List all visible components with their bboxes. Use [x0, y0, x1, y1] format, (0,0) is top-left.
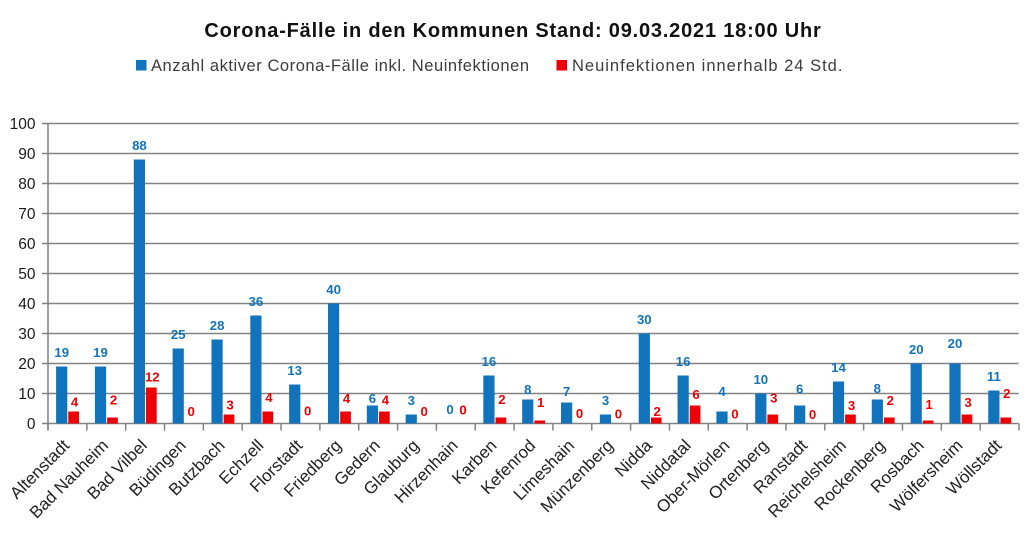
- svg-text:Corona-Fälle in den Kommunen S: Corona-Fälle in den Kommunen Stand: 09.0…: [204, 20, 821, 42]
- svg-text:19: 19: [93, 345, 108, 360]
- svg-text:70: 70: [18, 206, 36, 223]
- svg-text:0: 0: [809, 407, 816, 422]
- svg-text:13: 13: [287, 363, 302, 378]
- svg-text:8: 8: [524, 382, 531, 397]
- svg-text:30: 30: [18, 326, 36, 343]
- svg-text:60: 60: [18, 236, 36, 253]
- svg-text:4: 4: [265, 390, 273, 405]
- svg-text:28: 28: [210, 318, 225, 333]
- svg-text:0: 0: [304, 404, 311, 419]
- svg-text:10: 10: [18, 386, 36, 403]
- svg-text:1: 1: [537, 395, 544, 410]
- svg-text:20: 20: [18, 356, 36, 373]
- svg-text:0: 0: [446, 402, 453, 417]
- svg-text:20: 20: [909, 342, 924, 357]
- svg-text:12: 12: [145, 370, 160, 385]
- svg-text:88: 88: [132, 138, 147, 153]
- svg-text:16: 16: [676, 354, 691, 369]
- svg-text:50: 50: [18, 266, 36, 283]
- svg-text:2: 2: [887, 393, 894, 408]
- svg-text:4: 4: [382, 393, 390, 408]
- svg-text:6: 6: [796, 381, 803, 396]
- svg-text:3: 3: [848, 398, 855, 413]
- svg-text:40: 40: [326, 282, 341, 297]
- svg-text:Neuinfektionen innerhalb 24 St: Neuinfektionen innerhalb 24 Std.: [572, 57, 843, 75]
- svg-text:0: 0: [421, 404, 428, 419]
- svg-text:Anzahl aktiver Corona-Fälle in: Anzahl aktiver Corona-Fälle inkl. Neuinf…: [151, 57, 530, 75]
- svg-text:0: 0: [27, 416, 36, 433]
- svg-text:0: 0: [615, 407, 622, 422]
- svg-text:2: 2: [1003, 386, 1010, 401]
- svg-text:0: 0: [731, 407, 738, 422]
- svg-text:2: 2: [498, 392, 505, 407]
- svg-text:20: 20: [948, 336, 963, 351]
- svg-text:3: 3: [964, 395, 971, 410]
- svg-text:4: 4: [71, 395, 79, 410]
- svg-text:30: 30: [637, 312, 652, 327]
- svg-text:90: 90: [18, 146, 36, 163]
- svg-text:25: 25: [171, 327, 186, 342]
- svg-text:36: 36: [249, 294, 264, 309]
- svg-text:0: 0: [459, 403, 466, 418]
- svg-text:0: 0: [188, 404, 195, 419]
- svg-text:11: 11: [987, 369, 1001, 384]
- svg-text:16: 16: [482, 354, 497, 369]
- svg-text:2: 2: [110, 393, 117, 408]
- svg-text:4: 4: [343, 391, 351, 406]
- svg-text:8: 8: [874, 381, 881, 396]
- svg-text:14: 14: [831, 360, 846, 375]
- svg-text:3: 3: [770, 390, 777, 405]
- svg-text:3: 3: [408, 393, 415, 408]
- svg-text:6: 6: [369, 391, 376, 406]
- svg-text:0: 0: [576, 406, 583, 421]
- svg-text:4: 4: [718, 384, 726, 399]
- svg-text:3: 3: [226, 398, 233, 413]
- svg-text:100: 100: [10, 116, 36, 133]
- svg-text:3: 3: [602, 393, 609, 408]
- svg-text:7: 7: [563, 384, 570, 399]
- svg-text:6: 6: [692, 387, 699, 402]
- svg-text:80: 80: [18, 176, 36, 193]
- svg-text:2: 2: [654, 404, 661, 419]
- svg-text:40: 40: [18, 296, 36, 313]
- svg-text:10: 10: [753, 372, 768, 387]
- svg-text:1: 1: [925, 397, 932, 412]
- svg-text:19: 19: [54, 345, 69, 360]
